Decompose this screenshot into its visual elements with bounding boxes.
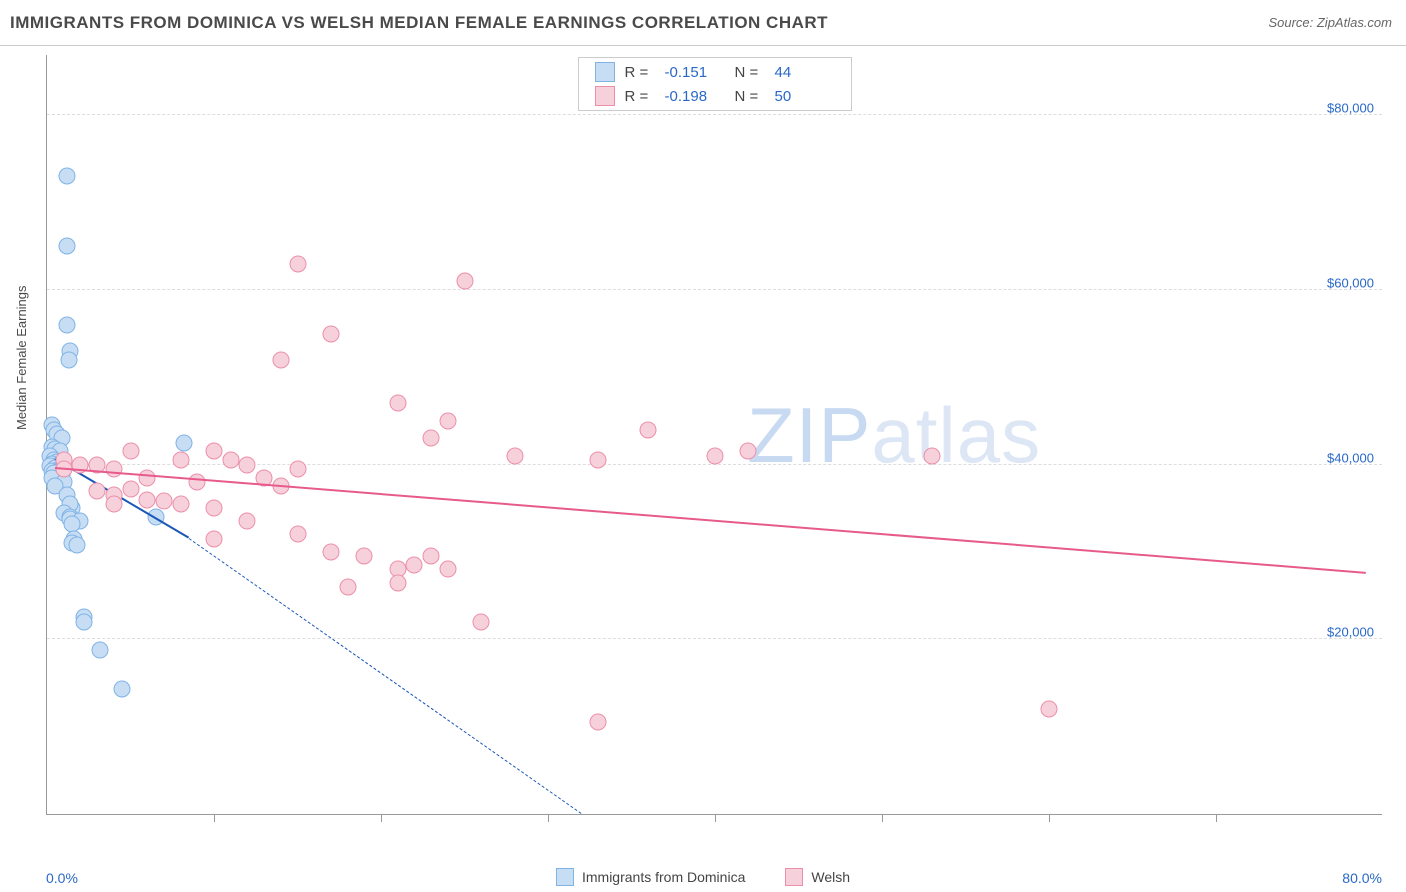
data-point — [59, 316, 76, 333]
data-point — [155, 493, 172, 510]
trend-line — [189, 538, 582, 814]
data-point — [206, 530, 223, 547]
data-point — [339, 578, 356, 595]
data-point — [122, 443, 139, 460]
source-attribution: Source: ZipAtlas.com — [1268, 15, 1392, 30]
data-point — [389, 574, 406, 591]
legend-n-label: N = — [735, 64, 765, 81]
data-point — [175, 434, 192, 451]
y-tick-label: $40,000 — [1327, 450, 1374, 465]
legend-n-label: N = — [735, 88, 765, 105]
data-point — [239, 513, 256, 530]
legend-row: R = -0.198 N = 50 — [579, 84, 851, 108]
x-tick — [214, 814, 215, 822]
x-tick — [715, 814, 716, 822]
chart-title: IMMIGRANTS FROM DOMINICA VS WELSH MEDIAN… — [10, 13, 828, 33]
data-point — [69, 536, 86, 553]
data-point — [356, 548, 373, 565]
data-point — [89, 482, 106, 499]
data-point — [1041, 701, 1058, 718]
series-legend-label: Immigrants from Dominica — [582, 869, 745, 885]
y-tick-label: $80,000 — [1327, 101, 1374, 116]
legend-swatch — [556, 868, 574, 886]
data-point — [456, 273, 473, 290]
x-tick — [381, 814, 382, 822]
x-axis-min-label: 0.0% — [46, 870, 78, 886]
data-point — [139, 469, 156, 486]
data-point — [59, 168, 76, 185]
data-point — [239, 456, 256, 473]
data-point — [172, 452, 189, 469]
gridline — [47, 638, 1382, 639]
data-point — [189, 474, 206, 491]
data-point — [423, 548, 440, 565]
y-tick-label: $60,000 — [1327, 275, 1374, 290]
data-point — [590, 714, 607, 731]
x-axis-max-label: 80.0% — [1342, 870, 1382, 886]
data-point — [640, 421, 657, 438]
data-point — [92, 641, 109, 658]
data-point — [322, 325, 339, 342]
legend-r-value: -0.198 — [665, 88, 725, 105]
x-tick — [1049, 814, 1050, 822]
data-point — [439, 412, 456, 429]
series-legend-item: Welsh — [785, 868, 850, 886]
data-point — [423, 430, 440, 447]
data-point — [924, 447, 941, 464]
x-tick — [1216, 814, 1217, 822]
series-legend: Immigrants from Dominica Welsh — [556, 868, 850, 886]
data-point — [105, 460, 122, 477]
gridline — [47, 289, 1382, 290]
data-point — [506, 447, 523, 464]
data-point — [473, 613, 490, 630]
legend-swatch — [595, 86, 615, 106]
y-axis-title: Median Female Earnings — [14, 285, 29, 430]
data-point — [707, 447, 724, 464]
data-point — [406, 557, 423, 574]
data-point — [439, 561, 456, 578]
data-point — [59, 238, 76, 255]
data-point — [105, 495, 122, 512]
x-tick — [882, 814, 883, 822]
data-point — [289, 460, 306, 477]
data-point — [322, 543, 339, 560]
legend-r-label: R = — [625, 88, 655, 105]
data-point — [139, 491, 156, 508]
data-point — [114, 681, 131, 698]
legend-r-label: R = — [625, 64, 655, 81]
series-legend-label: Welsh — [811, 869, 850, 885]
data-point — [272, 351, 289, 368]
gridline — [47, 114, 1382, 115]
y-tick-label: $20,000 — [1327, 625, 1374, 640]
x-tick — [548, 814, 549, 822]
data-point — [222, 452, 239, 469]
data-point — [122, 481, 139, 498]
data-point — [172, 495, 189, 512]
data-point — [206, 443, 223, 460]
data-point — [206, 500, 223, 517]
legend-swatch — [595, 62, 615, 82]
scatter-plot-area: ZIPatlas R = -0.151 N = 44 R = -0.198 N = 50 $2… — [46, 55, 1382, 815]
data-point — [289, 255, 306, 272]
correlation-legend: R = -0.151 N = 44 R = -0.198 N = 50 — [578, 57, 852, 111]
data-point — [60, 351, 77, 368]
data-point — [740, 443, 757, 460]
data-point — [75, 613, 92, 630]
legend-row: R = -0.151 N = 44 — [579, 60, 851, 84]
legend-r-value: -0.151 — [665, 64, 725, 81]
data-point — [289, 526, 306, 543]
data-point — [590, 452, 607, 469]
legend-n-value: 44 — [775, 64, 835, 81]
legend-swatch — [785, 868, 803, 886]
data-point — [389, 395, 406, 412]
legend-n-value: 50 — [775, 88, 835, 105]
series-legend-item: Immigrants from Dominica — [556, 868, 745, 886]
watermark: ZIPatlas — [747, 390, 1041, 481]
chart-header: IMMIGRANTS FROM DOMINICA VS WELSH MEDIAN… — [0, 0, 1406, 46]
